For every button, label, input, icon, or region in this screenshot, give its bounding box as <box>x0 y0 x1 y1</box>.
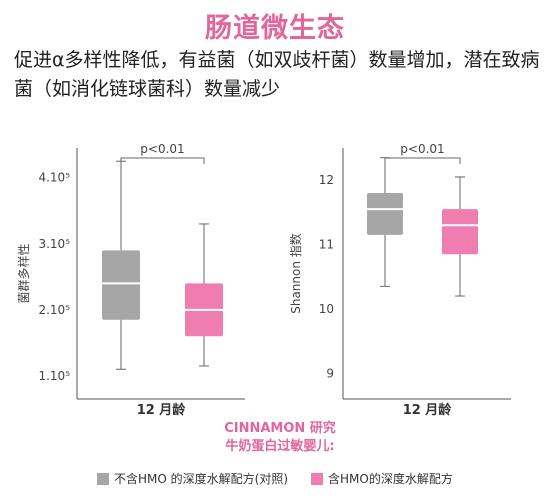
study-caption-line1: CINNAMON 研究 <box>224 421 336 436</box>
y-tick-label: 1.10⁵ <box>38 369 70 383</box>
y-tick-label: 4.10⁵ <box>38 171 70 185</box>
legend-item-hmo: 含HMO的深度水解配方 <box>311 470 453 487</box>
y-axis-label: 菌群多样性 <box>16 243 31 303</box>
y-tick-label: 9 <box>326 366 334 380</box>
box-iqr <box>102 250 140 320</box>
study-caption: CINNAMON 研究 牛奶蛋白过敏婴儿: <box>180 420 380 456</box>
legend-swatch-hmo <box>311 473 323 485</box>
legend-label-hmo: 含HMO的深度水解配方 <box>328 472 453 486</box>
significance-label: p<0.01 <box>400 142 444 156</box>
box-iqr <box>442 209 478 255</box>
page-subtitle: 促进α多样性降低，有益菌（如双歧杆菌）数量增加，潜在致病菌（如消化链球菌科）数量… <box>14 49 540 100</box>
significance-label: p<0.01 <box>140 142 184 156</box>
y-tick-label: 2.10⁵ <box>38 303 70 317</box>
page-title: 肠道微生态 <box>205 13 345 44</box>
legend-item-control: 不含HMO 的深度水解配方(对照) <box>97 470 288 487</box>
y-tick-label: 11 <box>319 238 334 252</box>
significance-bracket <box>384 157 461 164</box>
box-iqr <box>367 193 403 235</box>
study-caption-line2: 牛奶蛋白过敏婴儿: <box>225 439 335 454</box>
x-axis-label: 12 月龄 <box>137 402 187 418</box>
y-tick-label: 12 <box>319 173 334 187</box>
y-tick-label: 10 <box>319 302 334 316</box>
legend-swatch-control <box>97 473 109 485</box>
significance-bracket <box>120 157 205 164</box>
y-tick-label: 3.10⁵ <box>38 237 70 251</box>
x-axis-label: 12 月龄 <box>403 402 453 418</box>
y-axis-label: Shannon 指数 <box>288 233 303 314</box>
legend-label-control: 不含HMO 的深度水解配方(对照) <box>114 472 289 486</box>
